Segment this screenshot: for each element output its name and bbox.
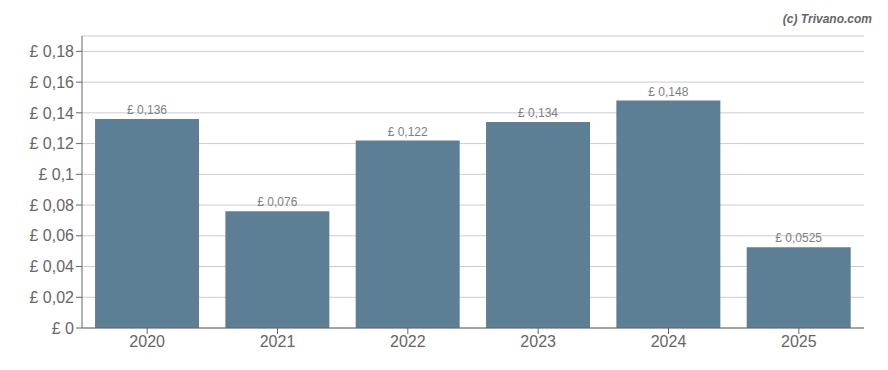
svg-text:£ 0,12: £ 0,12 (30, 135, 75, 152)
svg-text:£ 0,06: £ 0,06 (30, 227, 75, 244)
svg-text:£ 0,1: £ 0,1 (38, 166, 74, 183)
svg-text:£ 0,04: £ 0,04 (30, 258, 75, 275)
svg-text:£ 0,134: £ 0,134 (518, 106, 558, 120)
svg-text:2021: 2021 (260, 333, 296, 350)
svg-text:£ 0,02: £ 0,02 (30, 289, 75, 306)
svg-text:2022: 2022 (390, 333, 426, 350)
svg-text:£ 0,0525: £ 0,0525 (775, 231, 822, 245)
svg-text:2025: 2025 (781, 333, 817, 350)
html-text:(c) Trivano.com: (c) Trivano.com (782, 12, 872, 26)
svg-text:£ 0,076: £ 0,076 (257, 195, 297, 209)
svg-text:£ 0,18: £ 0,18 (30, 43, 75, 60)
svg-text:£ 0,08: £ 0,08 (30, 197, 75, 214)
svg-text:2020: 2020 (129, 333, 165, 350)
svg-text:£ 0,14: £ 0,14 (30, 105, 75, 122)
svg-text:£ 0,122: £ 0,122 (388, 125, 428, 139)
svg-text:£ 0: £ 0 (52, 320, 74, 337)
svg-text:£ 0,148: £ 0,148 (648, 85, 688, 99)
svg-text:£ 0,136: £ 0,136 (127, 103, 167, 117)
svg-text:£ 0,16: £ 0,16 (30, 74, 75, 91)
svg-text:2023: 2023 (520, 333, 556, 350)
svg-text:2024: 2024 (651, 333, 687, 350)
